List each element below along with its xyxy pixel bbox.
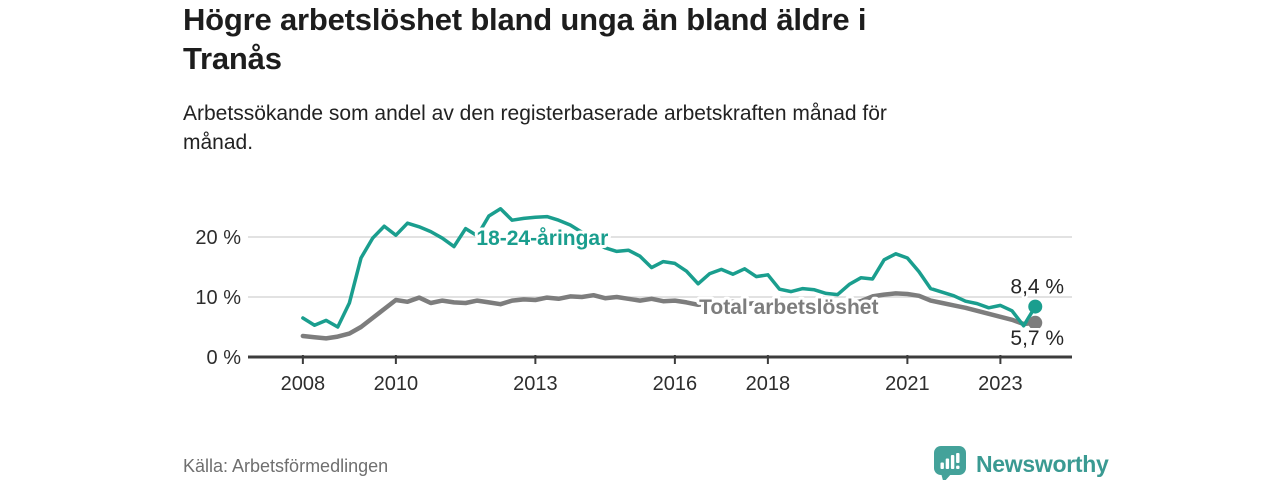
x-tick-label: 2008 [281,373,326,395]
chart-svg: 2008 2010 2013 2016 2018 2021 2023 0 % 10 % 20 % 8… [195,207,1072,395]
y-tick-label: 10 % [195,287,241,309]
unemployment-line-chart: 2008 2010 2013 2016 2018 2021 2023 0 % 10 % 20 % 8… [0,190,1280,405]
source-note: Källa: Arbetsförmedlingen [183,456,389,476]
series-inline-label: Total arbetslöshet [699,296,878,319]
series-line [300,291,1038,341]
series-end-dot [1028,315,1043,330]
chart-subtitle-line2: månad. [183,131,254,154]
chart-title: Högre arbetslöshet bland unga än bland ä… [183,0,1053,78]
chart-title-line1: Högre arbetslöshet bland unga än bland ä… [183,2,867,37]
newsworthy-logo-icon [934,446,966,480]
chart-subtitle: Arbetssökande som andel av den registerb… [183,99,1053,157]
series-line [301,207,1038,329]
y-tick-label: 0 % [207,347,242,369]
x-tick-label: 2023 [978,373,1023,395]
y-tick-label: 20 % [195,227,241,249]
newsworthy-logo-text: Newsworthy [976,451,1109,477]
chart-title-line2: Tranås [183,41,282,76]
chart-subtitle-line1: Arbetssökande som andel av den registerb… [183,102,887,125]
series-inline-label: 18-24-åringar [476,227,608,250]
series-end-value-label: 8,4 % [1010,276,1064,299]
x-tick-label: 2018 [746,373,791,395]
x-tick-label: 2021 [885,373,930,395]
newsworthy-logo: Newsworthy [933,445,1109,480]
series-end-dot [1028,299,1043,314]
x-tick-label: 2010 [374,373,419,395]
x-tick-label: 2016 [653,373,698,395]
x-tick-label: 2013 [513,373,558,395]
series-end-value-label: 5,7 % [1010,327,1064,350]
